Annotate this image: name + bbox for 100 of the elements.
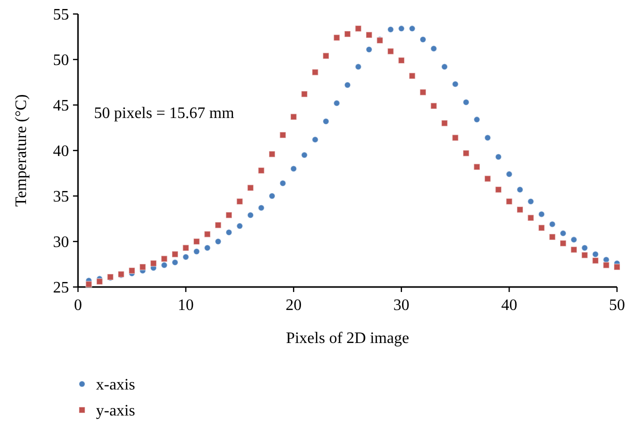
x-tick-label: 10 (178, 297, 194, 314)
point (430, 45, 438, 52)
point (247, 212, 254, 219)
point (548, 234, 556, 240)
point (484, 175, 492, 182)
x-tick-label: 30 (393, 297, 410, 314)
point (592, 250, 599, 258)
point (312, 68, 319, 76)
y-tick-label: 40 (53, 143, 69, 160)
point (366, 32, 372, 38)
point (581, 252, 588, 259)
point (387, 26, 394, 33)
point (204, 244, 211, 252)
point (614, 264, 620, 270)
point (290, 165, 297, 172)
point (538, 210, 545, 218)
point (226, 229, 232, 236)
point (258, 204, 265, 212)
point (420, 36, 426, 43)
point (160, 255, 168, 262)
point (516, 206, 524, 214)
point (495, 153, 502, 160)
x-tick-label: 0 (74, 297, 82, 314)
point (398, 25, 405, 32)
y-axis-title: Temperature (°C) (13, 94, 30, 207)
y-tick-label: 30 (53, 234, 69, 252)
x-tick-label: 40 (501, 297, 518, 314)
point (354, 25, 362, 32)
y-tick-label: 25 (53, 280, 69, 297)
point (172, 259, 178, 266)
point (452, 134, 459, 142)
point (204, 230, 211, 238)
point (548, 220, 556, 228)
point (570, 246, 578, 254)
point (312, 136, 319, 143)
point (408, 25, 416, 32)
point (236, 198, 244, 205)
point (441, 120, 448, 127)
point (495, 186, 502, 194)
point (344, 82, 351, 88)
point (268, 150, 276, 158)
point (193, 238, 200, 245)
point (247, 184, 254, 192)
point (592, 257, 599, 264)
point (473, 163, 480, 170)
point (527, 214, 534, 222)
point (150, 260, 157, 267)
point (279, 132, 286, 138)
point (452, 80, 459, 88)
point (560, 240, 566, 247)
point (462, 98, 470, 106)
point (462, 150, 470, 157)
point (387, 48, 394, 55)
point (300, 152, 308, 158)
point (527, 198, 534, 205)
x-tick-label: 20 (286, 297, 302, 314)
y-tick-label: 35 (53, 188, 69, 206)
point (560, 230, 566, 237)
x-tick-label: 50 (609, 297, 625, 314)
point (160, 262, 168, 269)
point (322, 52, 330, 60)
point (226, 212, 232, 219)
point (344, 30, 351, 38)
point (570, 236, 578, 244)
point (139, 264, 146, 270)
point (484, 134, 492, 142)
point (408, 72, 416, 80)
point (290, 113, 297, 120)
point (96, 278, 103, 285)
point (506, 198, 513, 205)
point (366, 46, 372, 53)
point (516, 186, 524, 194)
point (258, 167, 265, 174)
point (420, 88, 426, 96)
point (473, 116, 480, 123)
point (300, 90, 308, 98)
point (581, 244, 588, 252)
annotation: 50 pixels = 15.67 mm (94, 105, 235, 122)
point (214, 222, 222, 229)
point (441, 63, 448, 70)
point (430, 102, 438, 110)
point (182, 254, 190, 260)
point (398, 57, 405, 64)
y-tick-label: 45 (53, 98, 69, 115)
point (506, 170, 513, 178)
point (279, 180, 286, 187)
point (268, 192, 276, 200)
y-tick-label: 50 (53, 52, 69, 70)
point (182, 244, 190, 252)
point (354, 63, 362, 70)
point (322, 118, 330, 125)
point (172, 250, 178, 258)
legend-label: y-axis (96, 402, 136, 420)
point (85, 280, 92, 288)
point (333, 100, 340, 107)
point (128, 267, 136, 274)
point (193, 248, 200, 255)
point (236, 222, 244, 230)
point (602, 262, 610, 269)
point (602, 256, 610, 264)
